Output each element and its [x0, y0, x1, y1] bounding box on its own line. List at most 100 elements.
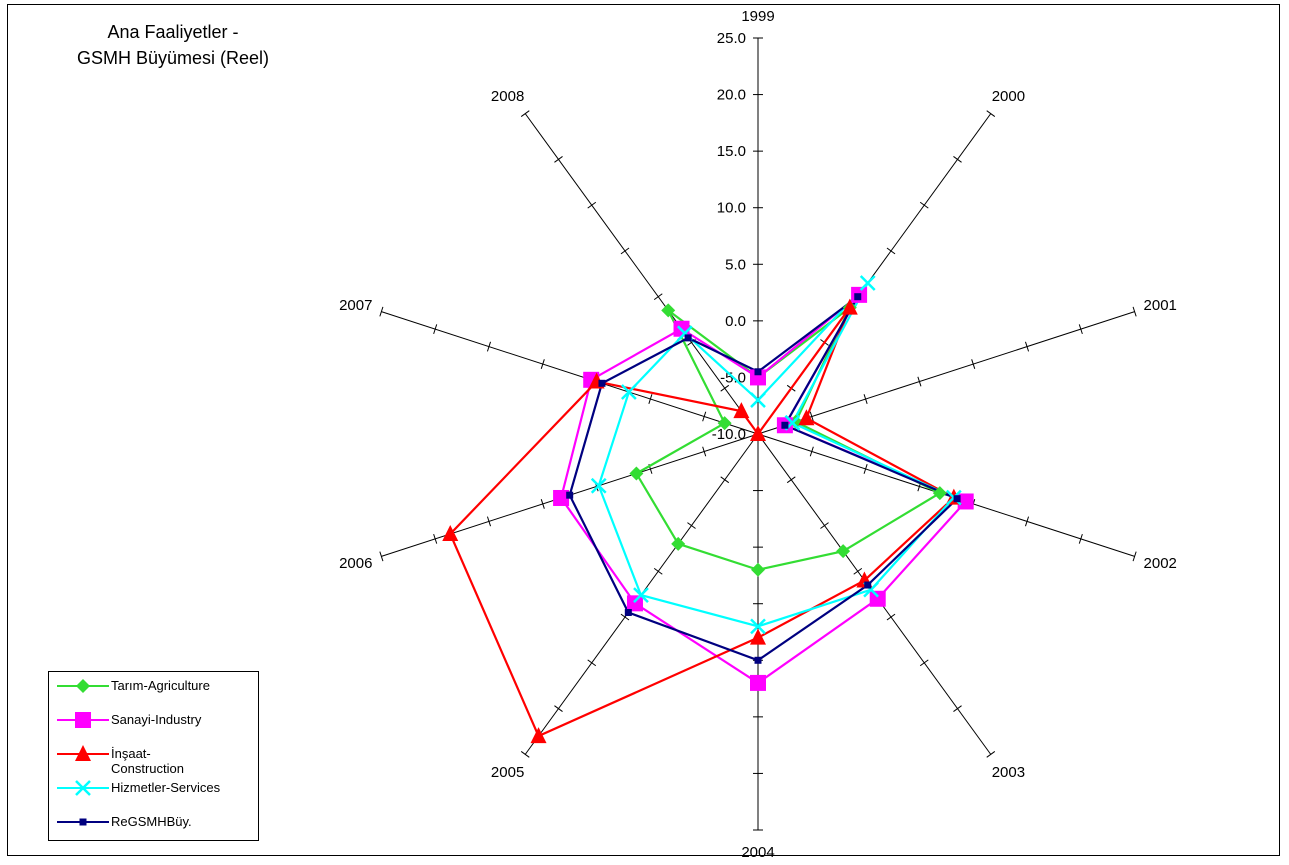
- legend-symbol: [75, 780, 91, 796]
- axis-tick: [720, 476, 730, 484]
- axis-spoke-2001: [757, 311, 1135, 435]
- axis-tick: [917, 376, 922, 387]
- category-label-2006: 2006: [339, 555, 372, 572]
- legend-label: Tarım-Agriculture: [111, 678, 210, 693]
- data-point: [953, 495, 961, 503]
- chart-title: Ana Faaliyetler - GSMH Büyümesi (Reel): [58, 19, 288, 71]
- series-0: [634, 306, 943, 571]
- legend: Tarım-Agriculture Sanayi-Industry İnşaat…: [48, 671, 259, 841]
- axis-tick: [986, 751, 996, 758]
- axis-tick: [919, 659, 929, 667]
- data-point: [754, 368, 762, 376]
- data-point: [781, 421, 789, 429]
- axis-tick: [554, 156, 563, 163]
- axis-tick: [702, 446, 707, 457]
- data-point: [717, 416, 732, 431]
- data-point: [661, 303, 676, 318]
- axis-tick: [971, 359, 976, 369]
- legend-item-gnp-growth: ReGSMHBüy.: [55, 812, 255, 848]
- chart-title-line-1: Ana Faaliyetler -: [107, 22, 239, 42]
- legend-label: Sanayi-Industry: [111, 712, 202, 727]
- series-line: [634, 306, 943, 571]
- axis-tick: [687, 522, 696, 529]
- data-point: [854, 293, 862, 301]
- legend-symbol: [75, 745, 91, 761]
- category-label-2005: 2005: [491, 764, 524, 781]
- axis-tick: [486, 516, 492, 527]
- data-point: [671, 536, 686, 551]
- category-label-2007: 2007: [339, 297, 372, 314]
- data-point: [442, 524, 459, 541]
- chart-title-line-2: GSMH Büyümesi (Reel): [76, 48, 270, 68]
- data-point: [733, 402, 750, 419]
- data-point: [684, 334, 692, 342]
- data-point: [869, 590, 886, 607]
- category-label-2000: 2000: [992, 88, 1025, 105]
- axis-tick: [863, 394, 868, 404]
- legend-item-construction: İnşaat- Construction: [55, 744, 255, 780]
- axis-tick: [863, 464, 868, 474]
- axis-tick: [786, 476, 796, 484]
- radial-tick-label: 10.0: [717, 200, 746, 217]
- axis-tick: [1024, 516, 1030, 527]
- data-point: [957, 493, 974, 510]
- axis-tick: [1132, 306, 1137, 317]
- data-point: [590, 477, 607, 494]
- axis-tick: [1078, 324, 1083, 335]
- radial-tick-label: 20.0: [717, 87, 746, 104]
- series-group: [442, 275, 974, 744]
- axis-spoke-2007: [381, 311, 759, 435]
- series-2: [448, 307, 956, 738]
- data-point: [566, 491, 574, 499]
- axis-tick: [886, 247, 896, 255]
- axis-tick: [720, 384, 730, 392]
- legend-item-services: Hizmetler-Services: [55, 778, 255, 814]
- axis-tick: [820, 522, 829, 529]
- axis-tick: [702, 411, 707, 422]
- legend-label: Hizmetler-Services: [111, 780, 221, 795]
- data-point: [798, 409, 815, 426]
- axis-tick: [587, 659, 597, 667]
- legend-item-industry: Sanayi-Industry: [55, 710, 255, 746]
- data-point: [553, 489, 570, 506]
- legend-marker-services: [57, 780, 109, 796]
- data-point: [859, 275, 876, 291]
- axis-tick: [1132, 551, 1137, 562]
- legend-item-agriculture: Tarım-Agriculture: [55, 676, 255, 712]
- axis-tick: [520, 751, 530, 758]
- axis-tick: [886, 613, 896, 621]
- data-point: [626, 595, 643, 612]
- series-markers-3: [590, 275, 962, 635]
- radial-tick-label: 5.0: [725, 256, 746, 273]
- data-point: [750, 628, 766, 645]
- data-point: [836, 544, 851, 559]
- axis-tick: [433, 324, 438, 335]
- data-point: [620, 384, 637, 400]
- data-point: [750, 392, 766, 408]
- data-point: [750, 674, 766, 691]
- data-point: [750, 425, 766, 441]
- series-markers-2: [442, 298, 962, 744]
- axis-tick: [554, 705, 563, 712]
- legend-label: ReGSMHBüy.: [111, 814, 192, 829]
- legend-marker-agriculture: [57, 679, 109, 693]
- axis-tick: [986, 110, 996, 117]
- axis-tick: [520, 110, 530, 117]
- legend-marker-gnp-growth: [57, 818, 109, 826]
- radial-tick-label: 0.0: [725, 313, 746, 330]
- radial-tick-label: 15.0: [717, 143, 746, 160]
- legend-symbol: [76, 679, 90, 693]
- data-point: [751, 562, 765, 577]
- axis-tick: [379, 551, 384, 562]
- axis-tick: [1078, 533, 1083, 544]
- axis-tick: [653, 293, 663, 301]
- data-point: [932, 486, 947, 501]
- category-label-2003: 2003: [992, 764, 1025, 781]
- axis-tick: [953, 156, 962, 163]
- category-label-2004: 2004: [741, 844, 774, 857]
- axis-tick: [809, 411, 814, 422]
- axis-tick: [620, 247, 630, 255]
- data-point: [750, 369, 766, 386]
- data-point: [633, 587, 649, 603]
- series-markers-1: [553, 286, 974, 691]
